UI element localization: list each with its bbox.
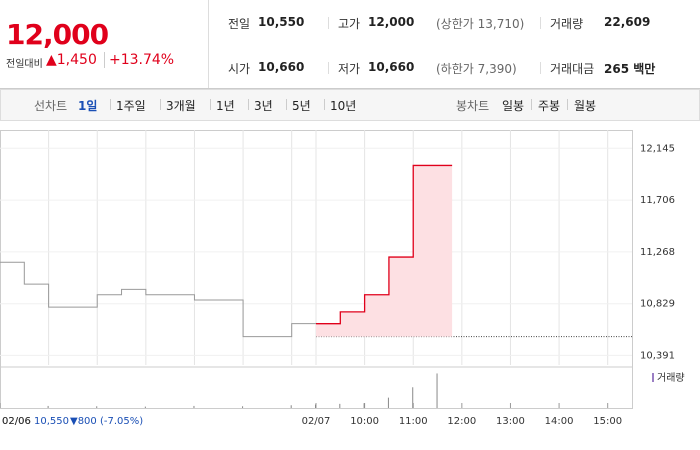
stat-value: 10,660 bbox=[258, 60, 305, 74]
stat-value: 265 백만 bbox=[604, 62, 656, 76]
x-tick-label: 12:00 bbox=[447, 416, 476, 427]
x-tick-label: 02/07 bbox=[302, 416, 331, 427]
stat-divider bbox=[328, 17, 329, 29]
tab[interactable]: 3년 bbox=[254, 99, 273, 113]
footer-pct: (-7.05%) bbox=[100, 416, 143, 427]
tab-sep bbox=[567, 99, 568, 110]
tab[interactable]: 10년 bbox=[330, 99, 357, 113]
x-tick-label: 11:00 bbox=[399, 416, 428, 427]
tab[interactable]: 일봉 bbox=[502, 99, 525, 113]
footer-change: ▼800 bbox=[70, 416, 97, 427]
tab-sep bbox=[531, 99, 532, 110]
stat-note: (하한가 7,390) bbox=[436, 62, 517, 76]
footer-close: 10,550 bbox=[34, 416, 69, 427]
tab[interactable]: 1년 bbox=[216, 99, 235, 113]
tab-sep bbox=[210, 99, 211, 110]
tab-sep bbox=[160, 99, 161, 110]
stat-value: 10,660 bbox=[368, 60, 415, 74]
stat-value: 10,550 bbox=[258, 15, 305, 29]
tab[interactable]: 1주일 bbox=[116, 99, 146, 113]
tab[interactable]: 5년 bbox=[292, 99, 311, 113]
tab[interactable]: 1일 bbox=[78, 99, 98, 113]
stat-label: 거래량 bbox=[550, 17, 584, 31]
tab-caption: 선차트 bbox=[34, 99, 68, 113]
stat-divider bbox=[328, 62, 329, 74]
y-tick-label: 10,829 bbox=[640, 299, 675, 310]
tab[interactable]: 3개월 bbox=[166, 99, 196, 113]
chart: 02/06 02/07 10:00 11:00 12:00 13:00 14:00 15:00… bbox=[0, 130, 685, 427]
stat-label: 고가 bbox=[338, 17, 361, 31]
legend: 거래량 bbox=[657, 372, 685, 384]
area bbox=[316, 165, 453, 337]
footer-date: 02/06 bbox=[2, 416, 31, 427]
x-tick-label: 02/06 bbox=[2, 416, 31, 427]
x-tick-label: 15:00 bbox=[593, 416, 622, 427]
divider bbox=[208, 0, 209, 88]
y-tick-label: 11,706 bbox=[640, 195, 675, 206]
stat-divider bbox=[540, 62, 541, 74]
x-tick-label: 13:00 bbox=[496, 416, 525, 427]
tab-sep bbox=[324, 99, 325, 110]
stat-label: 시가 bbox=[228, 62, 251, 76]
x-tick-label: 10:00 bbox=[350, 416, 379, 427]
stat-value: 12,000 bbox=[368, 15, 415, 29]
change-pct: +13.74% bbox=[104, 52, 174, 68]
stat-label: 거래대금 bbox=[550, 62, 595, 76]
tab-bar bbox=[0, 89, 700, 121]
stat-value: 22,609 bbox=[604, 15, 651, 29]
price: 12,000 bbox=[6, 18, 109, 51]
legend-swatch bbox=[652, 373, 654, 382]
y-tick-label: 12,145 bbox=[640, 143, 675, 154]
tab-caption: 봉차트 bbox=[456, 99, 490, 113]
line bbox=[0, 261, 316, 338]
change-caption: 전일대비 bbox=[6, 59, 43, 70]
tab-sep bbox=[286, 99, 287, 110]
y-tick-label: 11,268 bbox=[640, 247, 675, 258]
tab[interactable]: 월봉 bbox=[574, 99, 597, 113]
tab-sep bbox=[248, 99, 249, 110]
stat-label: 전일 bbox=[228, 17, 251, 31]
tab[interactable]: 주봉 bbox=[538, 99, 561, 113]
stat-divider bbox=[540, 17, 541, 29]
x-tick-label: 14:00 bbox=[545, 416, 574, 427]
stat-note: (상한가 13,710) bbox=[436, 17, 525, 31]
stat-label: 저가 bbox=[338, 62, 361, 76]
change: ▲1,450 bbox=[46, 52, 97, 68]
line bbox=[316, 164, 453, 325]
tab-sep bbox=[110, 99, 111, 110]
y-tick-label: 10,391 bbox=[640, 350, 675, 361]
header bbox=[0, 0, 700, 89]
